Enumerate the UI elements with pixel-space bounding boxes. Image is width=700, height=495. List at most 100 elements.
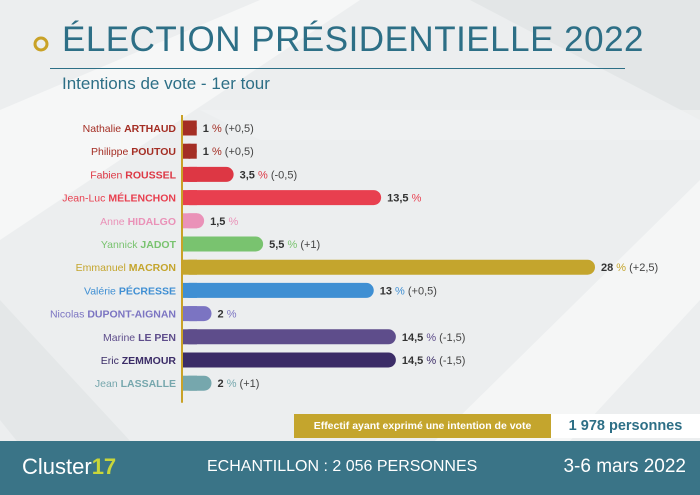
value-label: 13 % (+0,5): [380, 285, 437, 297]
value-unit: %: [395, 285, 405, 297]
bar-left-edge: [182, 259, 197, 275]
bar: [182, 282, 374, 298]
candidate-first-name: Anne: [100, 216, 127, 228]
candidate-first-name: Philippe: [91, 146, 131, 158]
sample-size-value: 1 978 personnes: [551, 414, 700, 438]
candidate-label: Jean-Luc MÉLENCHON: [62, 192, 176, 205]
value-number: 2: [218, 309, 227, 321]
footer-bar: Cluster17 ECHANTILLON : 2 056 PERSONNES …: [0, 441, 700, 495]
bar-left-edge: [182, 352, 197, 368]
value-unit: %: [616, 262, 626, 274]
value-label: 14,5 % (-1,5): [402, 332, 466, 344]
candidate-label: Eric ZEMMOUR: [101, 355, 177, 367]
logo-text: Cluster: [22, 454, 92, 479]
value-label: 2 % (+1): [218, 378, 260, 390]
bar-row-7: Emmanuel MACRON 28 % (+2,5): [76, 259, 658, 275]
candidate-last-name: LASSALLE: [121, 378, 176, 390]
bar-left-edge: [182, 375, 197, 391]
bar-row-11: Eric ZEMMOUR 14,5 % (-1,5): [101, 352, 465, 368]
candidate-label: Philippe POUTOU: [91, 146, 176, 158]
candidate-label: Jean LASSALLE: [95, 378, 176, 390]
value-label: 1,5 %: [210, 216, 238, 228]
bar-row-5: Anne HIDALGO 1,5 %: [100, 213, 238, 229]
candidate-first-name: Valérie: [84, 285, 119, 297]
value-label: 2 %: [218, 309, 237, 321]
bar-left-edge: [182, 282, 197, 298]
bar-left-edge: [182, 306, 197, 322]
value-label: 1 % (+0,5): [203, 123, 254, 135]
candidate-label: Nicolas DUPONT-AIGNAN: [50, 309, 176, 321]
candidate-last-name: HIDALGO: [128, 216, 176, 228]
bar-left-edge: [182, 213, 197, 229]
value-unit: %: [287, 239, 297, 251]
candidate-label: Yannick JADOT: [101, 239, 177, 251]
sample-size-label: Effectif ayant exprimé une intention de …: [294, 414, 551, 438]
value-label: 1 % (+0,5): [203, 146, 254, 158]
bar-row-3: Fabien ROUSSEL 3,5 % (-0,5): [90, 166, 297, 182]
value-change: (+1): [297, 239, 320, 251]
candidate-last-name: MÉLENCHON: [108, 192, 176, 205]
candidate-last-name: JADOT: [140, 239, 176, 251]
survey-date: 3-6 mars 2022: [563, 456, 686, 477]
cluster17-logo: Cluster17: [22, 454, 116, 480]
candidate-first-name: Fabien: [90, 169, 125, 181]
value-label: 13,5 %: [387, 193, 421, 205]
candidate-first-name: Marine: [103, 332, 138, 344]
bar-row-1: Nathalie ARTHAUD 1 % (+0,5): [83, 120, 254, 136]
value-unit: %: [227, 378, 237, 390]
bar-row-4: Jean-Luc MÉLENCHON 13,5 %: [62, 190, 422, 206]
bar-row-8: Valérie PÉCRESSE 13 % (+0,5): [84, 282, 437, 298]
bar: [182, 190, 382, 206]
candidate-last-name: MACRON: [129, 262, 176, 274]
candidate-label: Emmanuel MACRON: [76, 262, 176, 274]
candidate-last-name: POUTOU: [131, 146, 176, 158]
value-number: 3,5: [240, 169, 258, 181]
bar: [182, 329, 396, 345]
bar-row-9: Nicolas DUPONT-AIGNAN 2 %: [50, 306, 237, 322]
candidate-label: Fabien ROUSSEL: [90, 169, 176, 181]
value-change: (-0,5): [268, 169, 297, 181]
bar-row-2: Philippe POUTOU 1 % (+0,5): [91, 143, 254, 159]
value-change: (+0,5): [405, 285, 437, 297]
candidate-last-name: PÉCRESSE: [119, 284, 176, 297]
bar-left-edge: [182, 120, 197, 136]
value-change: (+2,5): [626, 262, 658, 274]
value-unit: %: [212, 123, 222, 135]
bar-row-12: Jean LASSALLE 2 % (+1): [95, 375, 260, 391]
candidate-last-name: LE PEN: [138, 332, 176, 344]
value-unit: %: [228, 216, 238, 228]
value-change: (-1,5): [436, 355, 465, 367]
candidate-first-name: Jean: [95, 378, 121, 390]
candidate-label: Marine LE PEN: [103, 332, 176, 344]
value-number: 14,5: [402, 355, 426, 367]
value-unit: %: [227, 309, 237, 321]
candidate-last-name: ZEMMOUR: [122, 355, 177, 367]
candidate-label: Nathalie ARTHAUD: [83, 123, 177, 135]
value-number: 14,5: [402, 332, 426, 344]
value-number: 1,5: [210, 216, 228, 228]
title-bullet-icon: [33, 36, 49, 52]
value-unit: %: [426, 355, 436, 367]
value-change: (-1,5): [436, 332, 465, 344]
value-change: (+0,5): [222, 123, 254, 135]
value-label: 3,5 % (-0,5): [240, 169, 297, 181]
candidate-last-name: DUPONT-AIGNAN: [87, 309, 176, 321]
value-number: 28: [601, 262, 616, 274]
value-label: 5,5 % (+1): [269, 239, 320, 251]
value-number: 2: [218, 378, 227, 390]
bar-row-6: Yannick JADOT 5,5 % (+1): [101, 236, 320, 252]
bar: [182, 236, 264, 252]
page-subtitle: Intentions de vote - 1er tour: [62, 74, 270, 93]
value-number: 1: [203, 123, 212, 135]
bar: [182, 259, 595, 275]
value-change: (+1): [236, 378, 259, 390]
candidate-last-name: ARTHAUD: [124, 123, 176, 135]
candidate-last-name: ROUSSEL: [125, 169, 176, 181]
bar-left-edge: [182, 329, 197, 345]
candidate-first-name: Yannick: [101, 239, 141, 251]
bar-left-edge: [182, 166, 197, 182]
candidate-label: Valérie PÉCRESSE: [84, 284, 176, 297]
value-unit: %: [412, 193, 422, 205]
title-underline: [50, 68, 625, 69]
candidate-label: Anne HIDALGO: [100, 216, 176, 228]
